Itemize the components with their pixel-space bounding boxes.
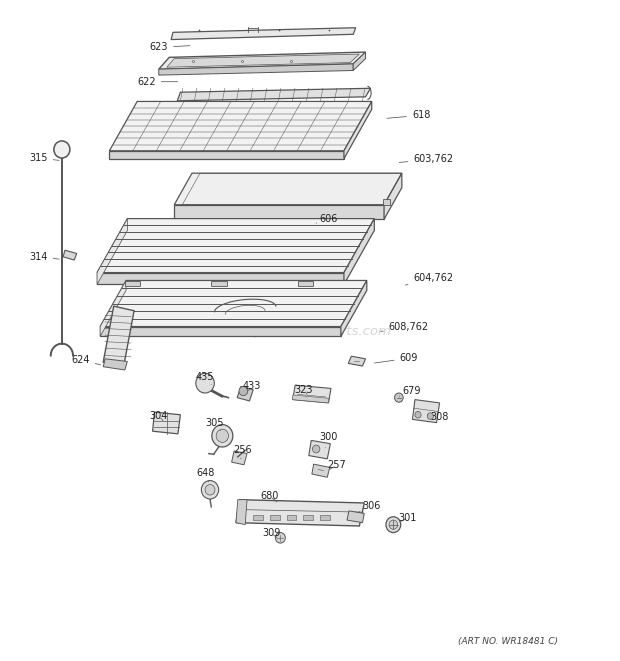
Polygon shape — [177, 89, 371, 100]
Polygon shape — [97, 219, 128, 284]
Polygon shape — [211, 281, 227, 286]
Polygon shape — [232, 451, 247, 465]
Circle shape — [239, 387, 247, 396]
Circle shape — [394, 393, 403, 403]
Text: 308: 308 — [427, 412, 449, 422]
Text: 679: 679 — [399, 386, 421, 397]
Text: 603,762: 603,762 — [399, 155, 453, 165]
Circle shape — [312, 445, 320, 453]
Text: 435: 435 — [196, 371, 215, 385]
Text: 309: 309 — [262, 528, 280, 538]
Text: 301: 301 — [398, 513, 417, 523]
Polygon shape — [236, 500, 365, 526]
Circle shape — [386, 517, 401, 533]
Polygon shape — [383, 199, 390, 205]
Circle shape — [415, 411, 421, 418]
Polygon shape — [384, 173, 402, 219]
Polygon shape — [100, 280, 367, 327]
Text: eReplacementParts.com: eReplacementParts.com — [229, 325, 391, 338]
Polygon shape — [100, 280, 126, 336]
Text: 315: 315 — [29, 153, 59, 163]
Polygon shape — [353, 52, 366, 71]
Polygon shape — [309, 440, 330, 459]
Text: 648: 648 — [196, 469, 215, 482]
Polygon shape — [104, 359, 127, 370]
Polygon shape — [236, 500, 247, 525]
Circle shape — [205, 485, 215, 495]
Polygon shape — [298, 281, 313, 286]
Text: 257: 257 — [327, 461, 346, 471]
Polygon shape — [174, 173, 402, 205]
Polygon shape — [293, 385, 331, 403]
Text: 618: 618 — [387, 110, 430, 120]
Polygon shape — [153, 412, 180, 434]
Circle shape — [427, 412, 433, 419]
Polygon shape — [174, 205, 384, 219]
Polygon shape — [347, 511, 365, 523]
Polygon shape — [293, 395, 329, 403]
Polygon shape — [270, 515, 280, 520]
Polygon shape — [97, 219, 374, 272]
Polygon shape — [237, 387, 253, 401]
Polygon shape — [303, 515, 313, 520]
Circle shape — [389, 520, 397, 529]
Text: 624: 624 — [71, 355, 100, 365]
Circle shape — [216, 429, 229, 442]
Text: 256: 256 — [232, 446, 252, 459]
Polygon shape — [312, 464, 330, 477]
Polygon shape — [320, 515, 330, 520]
Text: (ART NO. WR18481 C): (ART NO. WR18481 C) — [458, 637, 557, 646]
Text: 623: 623 — [149, 42, 190, 52]
Polygon shape — [109, 101, 372, 151]
Circle shape — [212, 424, 233, 447]
Polygon shape — [100, 327, 341, 336]
Polygon shape — [159, 64, 353, 75]
Polygon shape — [125, 281, 140, 286]
Polygon shape — [344, 219, 374, 284]
Polygon shape — [344, 101, 372, 159]
Text: 433: 433 — [242, 381, 260, 391]
Polygon shape — [104, 306, 134, 367]
Text: 305: 305 — [205, 418, 224, 430]
Text: 609: 609 — [374, 353, 418, 363]
Polygon shape — [253, 515, 263, 520]
Polygon shape — [341, 280, 367, 336]
Text: 604,762: 604,762 — [405, 273, 453, 285]
Polygon shape — [159, 52, 366, 69]
Text: 608,762: 608,762 — [381, 322, 429, 332]
Text: 323: 323 — [294, 385, 313, 395]
Polygon shape — [171, 28, 356, 40]
Circle shape — [275, 533, 285, 543]
Polygon shape — [109, 151, 344, 159]
Text: 314: 314 — [29, 252, 59, 262]
Circle shape — [202, 481, 219, 499]
Polygon shape — [63, 251, 77, 260]
Polygon shape — [412, 400, 440, 422]
Text: 680: 680 — [260, 491, 279, 502]
Text: 300: 300 — [319, 432, 338, 447]
Text: 622: 622 — [137, 77, 177, 87]
Polygon shape — [167, 54, 360, 67]
Text: 306: 306 — [360, 501, 381, 512]
Text: 606: 606 — [316, 214, 338, 223]
Polygon shape — [348, 356, 366, 366]
Polygon shape — [286, 515, 296, 520]
Circle shape — [54, 141, 70, 158]
Polygon shape — [97, 272, 344, 284]
Circle shape — [196, 373, 215, 393]
Text: 304: 304 — [149, 411, 168, 421]
